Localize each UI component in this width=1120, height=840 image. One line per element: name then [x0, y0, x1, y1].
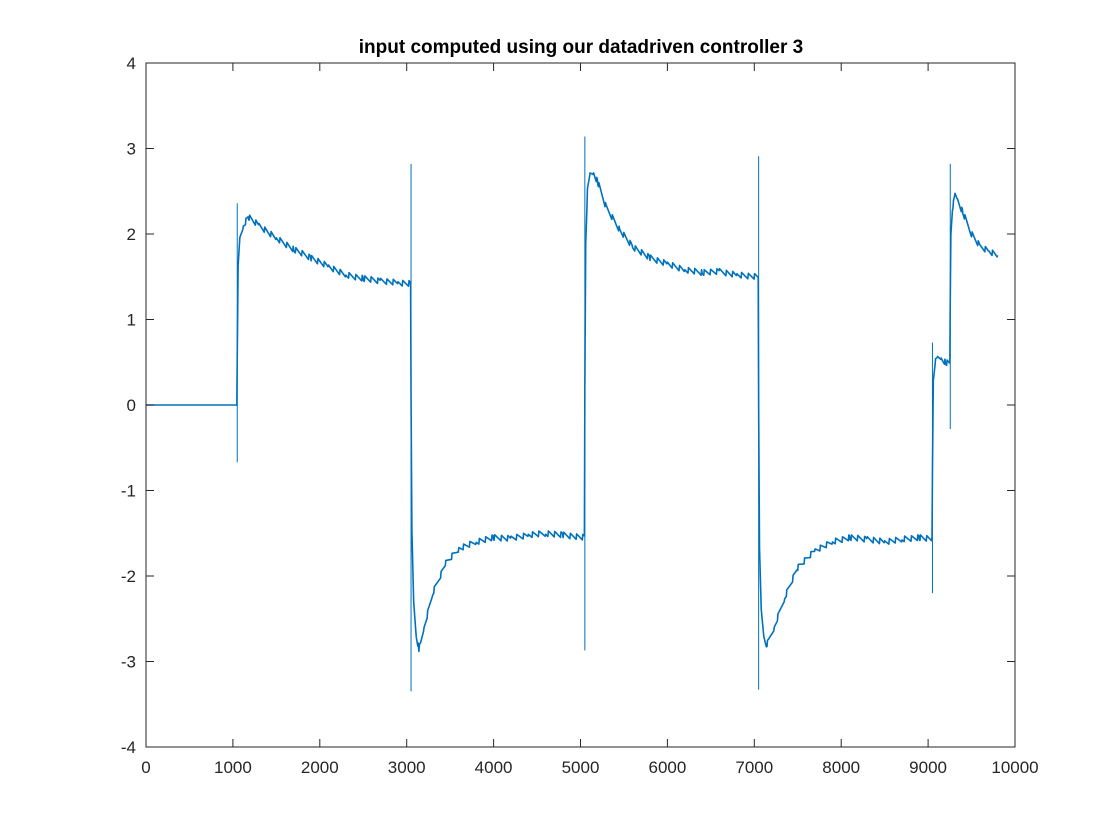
x-tick-label: 2000 — [301, 758, 339, 777]
y-tick-label: 4 — [127, 54, 136, 73]
x-tick-label: 6000 — [648, 758, 686, 777]
x-tick-label: 10000 — [991, 758, 1038, 777]
x-tick-label: 8000 — [822, 758, 860, 777]
y-tick-label: -2 — [121, 567, 136, 586]
series-line — [145, 172, 999, 653]
x-tick-label: 3000 — [388, 758, 426, 777]
y-axis: -4 -3 -2 -1 0 1 2 3 4 — [121, 54, 1015, 757]
x-tick-label: 4000 — [475, 758, 513, 777]
x-tick-label: 1000 — [214, 758, 252, 777]
series-layer — [145, 136, 999, 692]
x-tick-label: 7000 — [735, 758, 773, 777]
x-axis: 0 1000 2000 3000 4000 5000 6000 7000 8000 9000 100… — [141, 63, 1039, 777]
y-tick-label: -3 — [121, 653, 136, 672]
x-tick-label: 0 — [141, 758, 150, 777]
y-tick-label: -1 — [121, 482, 136, 501]
y-tick-label: 1 — [127, 311, 136, 330]
axes-background — [146, 63, 1015, 747]
y-tick-label: 3 — [127, 140, 136, 159]
chart-title: input computed using our datadriven cont… — [359, 37, 803, 58]
y-tick-label: 0 — [127, 396, 136, 415]
y-tick-label: 2 — [127, 225, 136, 244]
y-tick-label: -4 — [121, 738, 136, 757]
plot-area — [145, 62, 1016, 748]
x-tick-label: 9000 — [909, 758, 947, 777]
x-tick-label: 5000 — [562, 758, 600, 777]
